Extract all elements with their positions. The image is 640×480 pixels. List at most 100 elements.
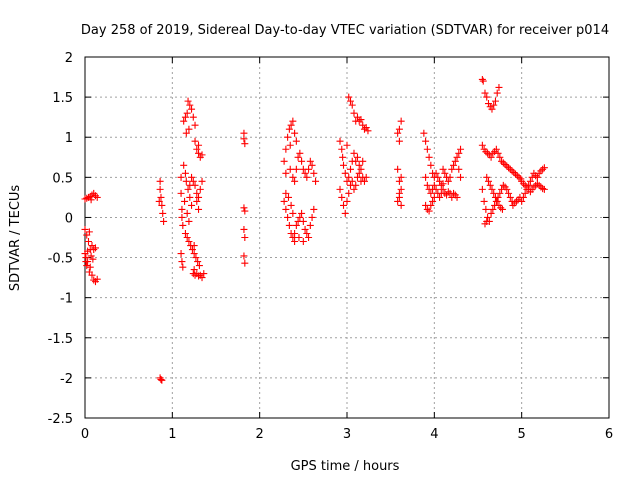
data-point xyxy=(345,189,353,197)
data-point xyxy=(496,189,504,197)
data-point xyxy=(188,173,196,181)
data-point xyxy=(185,125,193,133)
data-point xyxy=(308,213,316,221)
data-point xyxy=(91,192,99,200)
data-point xyxy=(336,185,344,193)
data-point xyxy=(521,189,529,197)
data-point xyxy=(282,189,290,197)
data-point xyxy=(352,157,360,165)
data-point xyxy=(292,165,300,173)
data-point xyxy=(284,213,292,221)
data-point xyxy=(423,181,431,189)
data-point xyxy=(425,207,433,215)
data-point xyxy=(298,157,306,165)
data-point xyxy=(491,97,499,105)
data-point xyxy=(450,161,458,169)
data-point xyxy=(182,129,190,137)
data-point xyxy=(491,193,499,201)
data-point xyxy=(240,252,248,260)
y-tick-label: 1 xyxy=(65,131,73,146)
data-point xyxy=(195,262,203,270)
data-point xyxy=(503,162,511,170)
data-point xyxy=(397,201,405,209)
data-point xyxy=(499,159,507,167)
data-point xyxy=(339,153,347,161)
data-point xyxy=(289,173,297,181)
y-axis: 2 1.5 1 0.5 0 -0.5 -1 -1.5 -2 -2.5 xyxy=(48,51,609,427)
data-point xyxy=(540,164,548,172)
data-point xyxy=(183,234,191,241)
data-point xyxy=(537,167,545,175)
data-point xyxy=(341,169,349,177)
data-point xyxy=(453,153,461,161)
data-points xyxy=(81,75,548,384)
data-point xyxy=(479,77,487,85)
data-point xyxy=(360,125,368,133)
data-point xyxy=(190,250,198,258)
data-point xyxy=(539,165,547,173)
data-point xyxy=(345,93,353,101)
data-point xyxy=(446,173,454,181)
data-point xyxy=(451,157,459,165)
data-point xyxy=(422,137,430,145)
data-point xyxy=(93,193,101,201)
data-point xyxy=(490,189,498,197)
data-point xyxy=(183,109,191,117)
data-point xyxy=(512,170,520,178)
data-point xyxy=(195,205,203,213)
data-point xyxy=(425,153,433,161)
data-point xyxy=(84,238,92,246)
data-point xyxy=(194,258,202,266)
data-point xyxy=(90,276,98,284)
data-point xyxy=(427,161,435,169)
data-point xyxy=(427,189,435,197)
data-point xyxy=(498,205,506,213)
data-point xyxy=(484,213,492,221)
data-point xyxy=(360,177,368,185)
data-point xyxy=(282,169,290,177)
data-point xyxy=(444,188,452,196)
data-point xyxy=(195,141,203,149)
data-point xyxy=(533,173,541,181)
x-tick-label: 4 xyxy=(430,427,438,442)
data-point xyxy=(394,129,402,137)
data-point xyxy=(191,137,199,145)
data-point xyxy=(495,83,503,91)
data-point xyxy=(188,105,196,113)
data-point xyxy=(81,195,89,203)
data-point xyxy=(493,89,501,97)
data-point xyxy=(303,173,311,181)
x-tick-label: 6 xyxy=(605,427,613,442)
data-point xyxy=(346,97,354,105)
data-point xyxy=(193,189,201,197)
data-point xyxy=(88,191,96,199)
data-point xyxy=(287,201,295,209)
data-point xyxy=(179,263,187,271)
data-point xyxy=(294,153,302,161)
data-point xyxy=(177,250,185,258)
data-point xyxy=(158,201,166,209)
data-point xyxy=(180,117,188,125)
data-point xyxy=(492,145,500,153)
data-point xyxy=(362,173,370,181)
data-point xyxy=(91,244,99,252)
data-point xyxy=(190,266,198,274)
data-point xyxy=(155,197,163,205)
data-point xyxy=(394,197,402,205)
data-point xyxy=(340,161,348,169)
data-point xyxy=(299,238,307,246)
data-point xyxy=(535,181,543,189)
data-point xyxy=(345,173,353,181)
data-point xyxy=(310,169,318,177)
data-point xyxy=(494,149,502,157)
data-point xyxy=(395,137,403,145)
data-point xyxy=(196,185,204,193)
data-point xyxy=(241,259,249,267)
data-point xyxy=(190,242,198,250)
data-point xyxy=(353,153,361,161)
data-point xyxy=(483,217,491,225)
data-point xyxy=(519,180,527,188)
data-point xyxy=(82,254,90,262)
data-point xyxy=(395,125,403,133)
data-point xyxy=(291,177,299,185)
